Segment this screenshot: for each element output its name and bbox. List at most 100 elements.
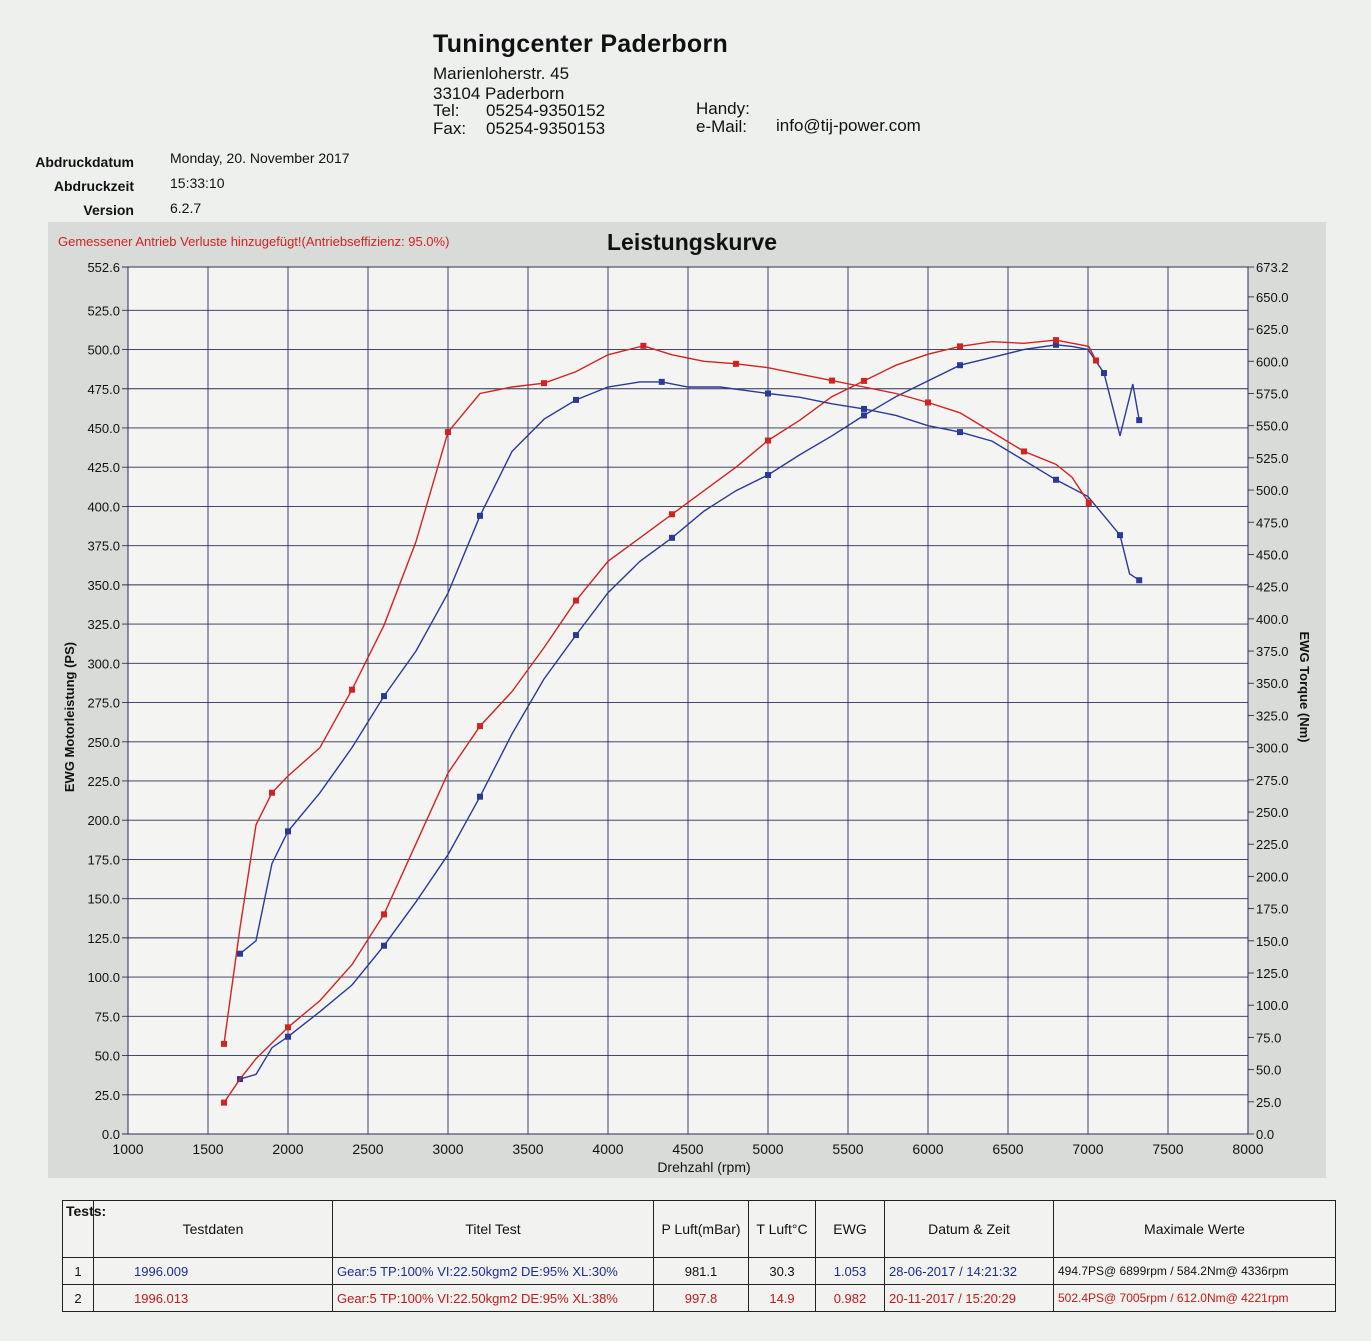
data-point xyxy=(445,429,451,436)
y2-tick-label: 25.0 xyxy=(1256,1095,1281,1110)
company-name: Tuningcenter Paderborn xyxy=(433,30,729,58)
y2-tick-label: 175.0 xyxy=(1256,902,1289,917)
tel-label: Tel: xyxy=(433,101,460,120)
row-ewg: 0.982 xyxy=(815,1284,885,1312)
y2-tick-label: 425.0 xyxy=(1256,580,1289,595)
header-maximale-werte: Maximale Werte xyxy=(1053,1200,1336,1258)
header-ewg: EWG xyxy=(815,1200,885,1258)
chart-subtitle: Gemessener Antrieb Verluste hinzugefügt!… xyxy=(58,234,449,249)
y-tick-label: 400.0 xyxy=(87,499,120,514)
chart-panel: Gemessener Antrieb Verluste hinzugefügt!… xyxy=(48,222,1326,1178)
y-tick-label: 525.0 xyxy=(87,303,120,318)
row-titel: Gear:5 TP:100% VI:22.50kgm2 DE:95% XL:30… xyxy=(332,1257,654,1285)
data-point xyxy=(269,789,275,796)
y2-tick-label: 525.0 xyxy=(1256,451,1289,466)
row-datum: 28-06-2017 / 14:21:32 xyxy=(884,1257,1054,1285)
x-tick-label: 2000 xyxy=(272,1141,303,1157)
row-index: 1 xyxy=(62,1257,94,1285)
row-max: 494.7PS@ 6899rpm / 584.2Nm@ 4336rpm xyxy=(1053,1257,1336,1285)
data-point xyxy=(1053,337,1059,344)
data-point xyxy=(573,396,579,403)
x-tick-label: 5000 xyxy=(752,1141,783,1157)
version-label: Version xyxy=(83,202,134,218)
y2-tick-label: 325.0 xyxy=(1256,708,1289,723)
data-point xyxy=(1136,417,1143,424)
data-point xyxy=(1021,448,1027,455)
x-tick-label: 4500 xyxy=(672,1141,703,1157)
data-point xyxy=(1136,577,1143,584)
y-tick-label: 75.0 xyxy=(95,1009,120,1024)
data-point xyxy=(221,1040,227,1047)
y2-tick-label: 50.0 xyxy=(1256,1063,1281,1078)
header-titel-test: Titel Test xyxy=(332,1200,654,1258)
y2-tick-label: 550.0 xyxy=(1256,419,1289,434)
y-axis-label: EWG Motorleistung (PS) xyxy=(62,642,77,792)
y-tick-label: 100.0 xyxy=(87,970,120,985)
series-line-power-1996.009 xyxy=(239,344,1140,1080)
handy-label: Handy: xyxy=(696,99,750,118)
data-point xyxy=(573,597,579,604)
x-tick-label: 1500 xyxy=(192,1141,223,1157)
data-point xyxy=(669,511,675,518)
y-tick-label: 425.0 xyxy=(87,460,120,475)
y2-tick-label: 450.0 xyxy=(1256,547,1289,562)
y2-tick-label: 275.0 xyxy=(1256,773,1289,788)
row-p-luft: 997.8 xyxy=(653,1284,749,1312)
y2-tick-label: 250.0 xyxy=(1256,805,1289,820)
header-t-luft: T Luft°C xyxy=(748,1200,816,1258)
x-tick-label: 2500 xyxy=(352,1141,383,1157)
data-point xyxy=(861,412,867,419)
y2-tick-label: 300.0 xyxy=(1256,741,1289,756)
email-label: e-Mail: xyxy=(696,117,748,136)
y-tick-label: 175.0 xyxy=(87,852,120,867)
data-point xyxy=(829,377,835,384)
x-tick-label: 6000 xyxy=(912,1141,943,1157)
y2-tick-label: 600.0 xyxy=(1256,354,1289,369)
y-tick-label: 50.0 xyxy=(95,1049,120,1064)
date-value: Monday, 20. November 2017 xyxy=(170,150,350,166)
y-tick-label: 250.0 xyxy=(87,735,120,750)
y2-tick-label: 375.0 xyxy=(1256,644,1289,659)
y2-tick-label: 350.0 xyxy=(1256,676,1289,691)
y2-tick-label: 400.0 xyxy=(1256,612,1289,627)
y2-tick-label: 650.0 xyxy=(1256,290,1289,305)
series-line-power-1996.013 xyxy=(223,339,1097,1103)
data-point xyxy=(381,693,387,700)
version-value: 6.2.7 xyxy=(170,200,202,216)
header-datum-zeit: Datum & Zeit xyxy=(884,1200,1054,1258)
y-tick-label: 350.0 xyxy=(87,578,120,593)
y-tick-label: 125.0 xyxy=(87,931,120,946)
data-point xyxy=(541,380,547,387)
x-tick-label: 3500 xyxy=(512,1141,543,1157)
y-tick-label: 300.0 xyxy=(87,656,120,671)
y-tick-label: 225.0 xyxy=(87,774,120,789)
fax-value: 05254-9350153 xyxy=(486,119,606,138)
tests-label: Tests: xyxy=(66,1203,107,1219)
data-point xyxy=(221,1099,227,1106)
y2-tick-label: 150.0 xyxy=(1256,934,1289,949)
y2-tick-label: 100.0 xyxy=(1256,998,1289,1013)
y-tick-label: 325.0 xyxy=(87,617,120,632)
tests-table: Testdaten Titel Test P Luft(mBar) T Luft… xyxy=(62,1200,1336,1312)
data-point xyxy=(1053,341,1059,348)
header-testdaten: Testdaten xyxy=(93,1200,333,1258)
chart-title: Leistungskurve xyxy=(607,229,777,255)
data-point xyxy=(477,793,483,800)
data-point xyxy=(1085,499,1092,506)
y-tick-label: 500.0 xyxy=(87,343,120,358)
y-tick-label: 0.0 xyxy=(102,1127,120,1142)
table-row: 1 1996.009 Gear:5 TP:100% VI:22.50kgm2 D… xyxy=(62,1257,1336,1285)
data-point xyxy=(477,512,483,519)
data-point xyxy=(381,911,387,918)
data-point xyxy=(1093,357,1099,364)
table-row: 2 1996.013 Gear:5 TP:100% VI:22.50kgm2 D… xyxy=(62,1284,1336,1312)
data-point xyxy=(861,377,867,384)
data-point xyxy=(765,437,771,444)
y2-tick-label: 575.0 xyxy=(1256,386,1289,401)
data-point xyxy=(285,1033,291,1040)
data-point xyxy=(285,828,291,835)
data-point xyxy=(658,378,665,385)
data-point xyxy=(925,399,931,406)
data-point xyxy=(640,342,647,349)
data-point xyxy=(957,343,963,350)
